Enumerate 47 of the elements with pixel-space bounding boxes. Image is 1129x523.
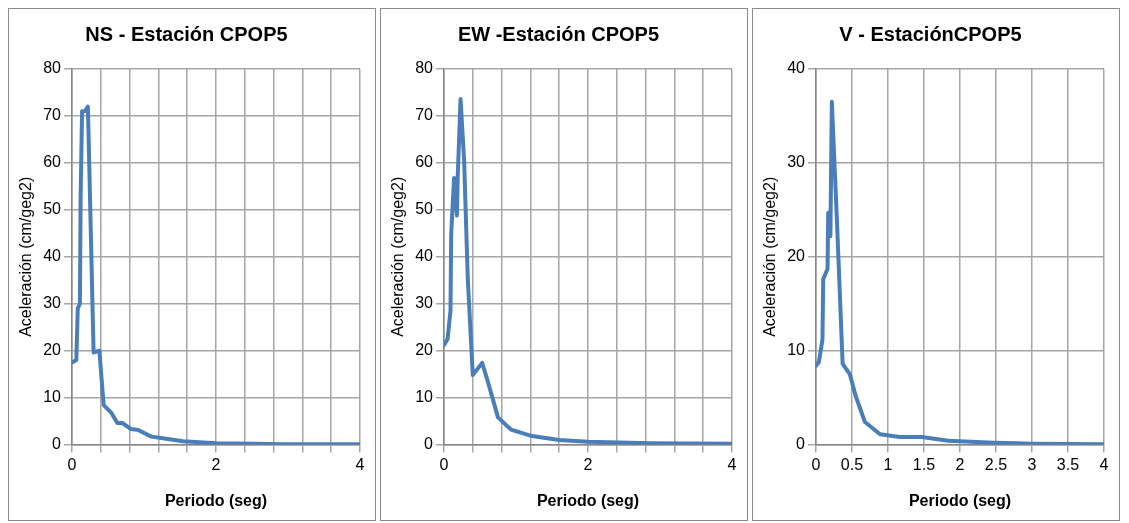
- x-tick-label: 1: [883, 455, 893, 473]
- y-axis-title: Aceleración (cm/geg2): [761, 176, 779, 337]
- x-axis-title: Periodo (seg): [164, 491, 268, 509]
- y-tick-label: 10: [43, 388, 62, 406]
- y-tick-label: 60: [43, 153, 62, 171]
- y-tick-label: 30: [415, 294, 434, 312]
- chart-title: EW -Estación CPOP5: [457, 22, 660, 45]
- x-tick-label: 2.5: [984, 455, 1008, 473]
- y-tick-label: 20: [43, 341, 62, 359]
- y-tick-label: 50: [415, 200, 434, 218]
- y-tick-label: 40: [787, 59, 806, 77]
- y-tick-label: 80: [415, 59, 434, 77]
- y-axis-title: Aceleración (cm/geg2): [389, 176, 407, 337]
- x-tick-label: 3.5: [1056, 455, 1080, 473]
- y-tick-label: 20: [415, 341, 434, 359]
- y-tick-label: 40: [415, 247, 434, 265]
- x-tick-label: 0: [811, 455, 821, 473]
- y-tick-label: 50: [43, 200, 62, 218]
- y-tick-label: 70: [43, 106, 62, 124]
- chart-title: V - EstaciónCPOP5: [839, 22, 1022, 45]
- x-tick-label: 2: [583, 455, 593, 473]
- y-tick-label: 70: [415, 106, 434, 124]
- y-tick-label: 30: [43, 294, 62, 312]
- x-tick-label: 0.5: [840, 455, 864, 473]
- y-tick-label: 30: [787, 153, 806, 171]
- y-tick-label: 60: [415, 153, 434, 171]
- y-tick-label: 40: [43, 247, 62, 265]
- y-tick-label: 80: [43, 59, 62, 77]
- x-tick-label: 2: [211, 455, 221, 473]
- x-tick-label: 4: [355, 455, 365, 473]
- y-tick-label: 10: [787, 341, 806, 359]
- x-tick-label: 3: [1027, 455, 1037, 473]
- x-tick-label: 4: [1099, 455, 1109, 473]
- x-tick-label: 0: [67, 455, 77, 473]
- x-tick-label: 4: [727, 455, 737, 473]
- y-tick-label: 0: [424, 435, 434, 453]
- chart-title: NS - Estación CPOP5: [85, 22, 288, 45]
- y-tick-label: 20: [787, 247, 806, 265]
- x-tick-label: 2: [955, 455, 965, 473]
- y-tick-label: 0: [52, 435, 62, 453]
- y-tick-label: 10: [415, 388, 434, 406]
- x-tick-label: 0: [439, 455, 449, 473]
- y-tick-label: 0: [796, 435, 806, 453]
- y-axis-title: Aceleración (cm/geg2): [17, 176, 35, 337]
- x-tick-label: 1.5: [912, 455, 936, 473]
- x-axis-title: Periodo (seg): [908, 491, 1012, 509]
- x-axis-title: Periodo (seg): [536, 491, 640, 509]
